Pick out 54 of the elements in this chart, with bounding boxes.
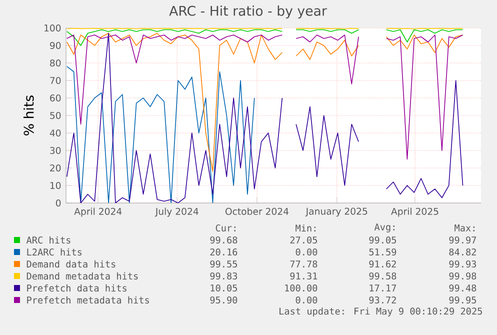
- text: Avg:: [374, 224, 394, 232]
- text: Max:: [454, 224, 474, 232]
- text: 99.55: [210, 260, 237, 268]
- x-tick-label: October 2024: [225, 208, 289, 215]
- y-tick-label: 80: [50, 59, 61, 67]
- x-tick-label: July 2024: [154, 208, 198, 217]
- text: 99.95: [449, 296, 476, 304]
- legend-label: Demand metadata hits: [26, 272, 138, 280]
- y-tick-label: 50: [50, 112, 61, 120]
- x-tick-label: April 2025: [391, 208, 438, 217]
- y-tick-label: 70: [50, 76, 61, 84]
- text: 27.05: [290, 236, 317, 244]
- y-tick-label: 0: [56, 199, 61, 207]
- text: 99.83: [210, 272, 238, 280]
- text: 95.90: [210, 296, 238, 304]
- text: 84.82: [449, 248, 476, 256]
- legend-label: Demand data hits: [26, 260, 116, 268]
- text: 0.00: [296, 296, 318, 304]
- line-series: [66, 66, 255, 203]
- text: 17.17: [370, 284, 396, 292]
- text: 51.59: [369, 248, 396, 256]
- y-tick-label: 60: [50, 94, 61, 102]
- text: 99.93: [449, 260, 476, 268]
- text: 99.05: [369, 236, 396, 244]
- text: 0.00: [296, 248, 318, 256]
- y-tick-label: 30: [50, 146, 61, 154]
- text: 99.97: [449, 236, 476, 244]
- chart-title: ARC - Hit ratio - by year: [169, 6, 327, 18]
- y-tick-label: 20: [50, 164, 61, 172]
- text: 77.78: [290, 260, 318, 268]
- text: Min:: [296, 224, 316, 232]
- y-tick-label: 100: [44, 24, 61, 32]
- x-tick-label: January 2025: [305, 208, 368, 217]
- y-axis-title: % hits: [23, 96, 34, 136]
- legend-label: Prefetch metadata hits: [27, 296, 149, 304]
- x-tick-label: April 2024: [74, 208, 122, 217]
- y-tick-label: 10: [50, 182, 61, 190]
- y-tick-label: 40: [50, 129, 61, 137]
- text: 99.68: [210, 236, 238, 244]
- text: 93.72: [369, 296, 396, 304]
- text: 91.31: [290, 272, 318, 280]
- text: Last update: Fri May 9 00:10:29 2025: [280, 307, 482, 317]
- text: 20.16: [210, 248, 238, 256]
- text: 99.58: [369, 272, 396, 280]
- text: 100.00: [285, 284, 318, 292]
- text: Cur:: [216, 224, 236, 232]
- text: 99.48: [449, 284, 476, 292]
- y-tick-label: 90: [50, 42, 61, 50]
- text: 10.05: [210, 284, 237, 292]
- legend-label: ARC hits: [26, 236, 70, 244]
- legend-label: Prefetch data hits: [27, 284, 126, 292]
- text: 99.98: [449, 272, 476, 280]
- text: 91.62: [369, 260, 396, 268]
- legend-label: L2ARC hits: [27, 248, 82, 256]
